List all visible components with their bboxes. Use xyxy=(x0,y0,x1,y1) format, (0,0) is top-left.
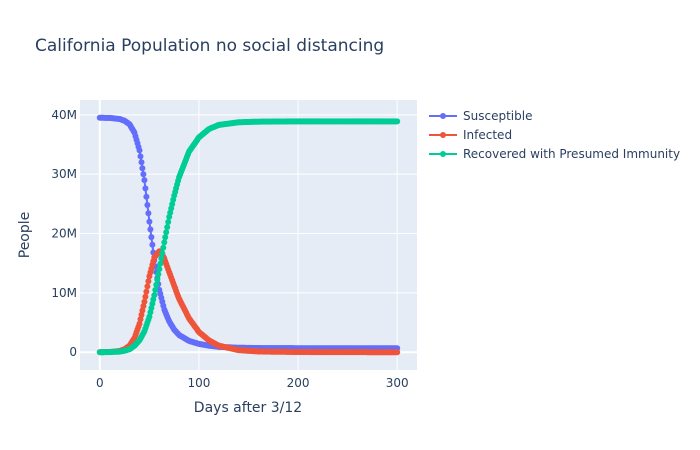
legend-item[interactable]: Susceptible xyxy=(429,109,532,123)
data-point xyxy=(138,159,145,166)
data-point xyxy=(152,287,159,293)
series-layer xyxy=(96,114,401,356)
y-tick-label: 40M xyxy=(51,108,77,122)
data-point xyxy=(161,239,168,246)
data-point xyxy=(136,147,143,154)
data-point xyxy=(157,260,164,267)
data-point xyxy=(145,278,152,285)
data-point xyxy=(158,255,165,262)
data-point xyxy=(165,219,172,225)
data-point xyxy=(145,210,152,217)
data-point xyxy=(153,281,160,288)
legend-label: Recovered with Presumed Immunity xyxy=(463,147,680,161)
x-tick-label: 0 xyxy=(96,376,104,390)
data-point xyxy=(151,292,158,299)
x-axis-ticks: 0 100 200 300 xyxy=(96,376,409,390)
data-point xyxy=(162,234,169,241)
legend-item[interactable]: Infected xyxy=(429,128,512,142)
legend-label: Infected xyxy=(463,128,512,142)
data-point xyxy=(139,165,146,172)
y-axis-title: People xyxy=(17,212,33,259)
data-point xyxy=(141,177,148,184)
data-point xyxy=(394,118,401,125)
y-tick-label: 0 xyxy=(69,345,77,359)
data-point xyxy=(144,202,151,208)
data-point xyxy=(142,293,149,300)
data-point xyxy=(144,283,151,290)
chart-title: California Population no social distanci… xyxy=(35,36,384,56)
legend-item[interactable]: Recovered with Presumed Immunity xyxy=(429,147,680,161)
data-point xyxy=(147,226,154,233)
data-point xyxy=(163,229,170,236)
data-point xyxy=(143,288,150,295)
data-point xyxy=(146,218,153,225)
legend-marker xyxy=(440,132,446,138)
data-point xyxy=(156,266,163,273)
x-tick-label: 300 xyxy=(386,376,409,390)
x-axis-title: Days after 3/12 xyxy=(194,400,302,416)
data-point xyxy=(155,271,162,278)
y-tick-label: 20M xyxy=(51,227,77,241)
data-point xyxy=(143,193,150,200)
plot-area xyxy=(80,100,417,370)
data-point xyxy=(154,276,161,283)
y-tick-label: 30M xyxy=(51,167,77,181)
data-point xyxy=(140,171,147,178)
data-point xyxy=(141,298,148,305)
data-point xyxy=(137,153,144,160)
legend[interactable]: Susceptible Infected Recovered with Presum… xyxy=(429,109,680,161)
data-point xyxy=(159,250,166,257)
x-tick-label: 200 xyxy=(287,376,310,390)
data-point xyxy=(142,185,149,192)
data-point xyxy=(149,241,156,248)
data-point xyxy=(164,224,171,231)
data-point xyxy=(160,244,167,251)
legend-marker xyxy=(440,151,446,157)
series-recovered-with-presumed-immunity xyxy=(96,118,401,356)
legend-label: Susceptible xyxy=(463,109,532,123)
data-point xyxy=(148,234,155,241)
legend-marker xyxy=(440,113,446,119)
y-axis-ticks: 0 10M 20M 30M 40M xyxy=(51,108,77,359)
data-point xyxy=(394,349,401,356)
x-tick-label: 100 xyxy=(187,376,210,390)
y-tick-label: 10M xyxy=(51,286,77,300)
